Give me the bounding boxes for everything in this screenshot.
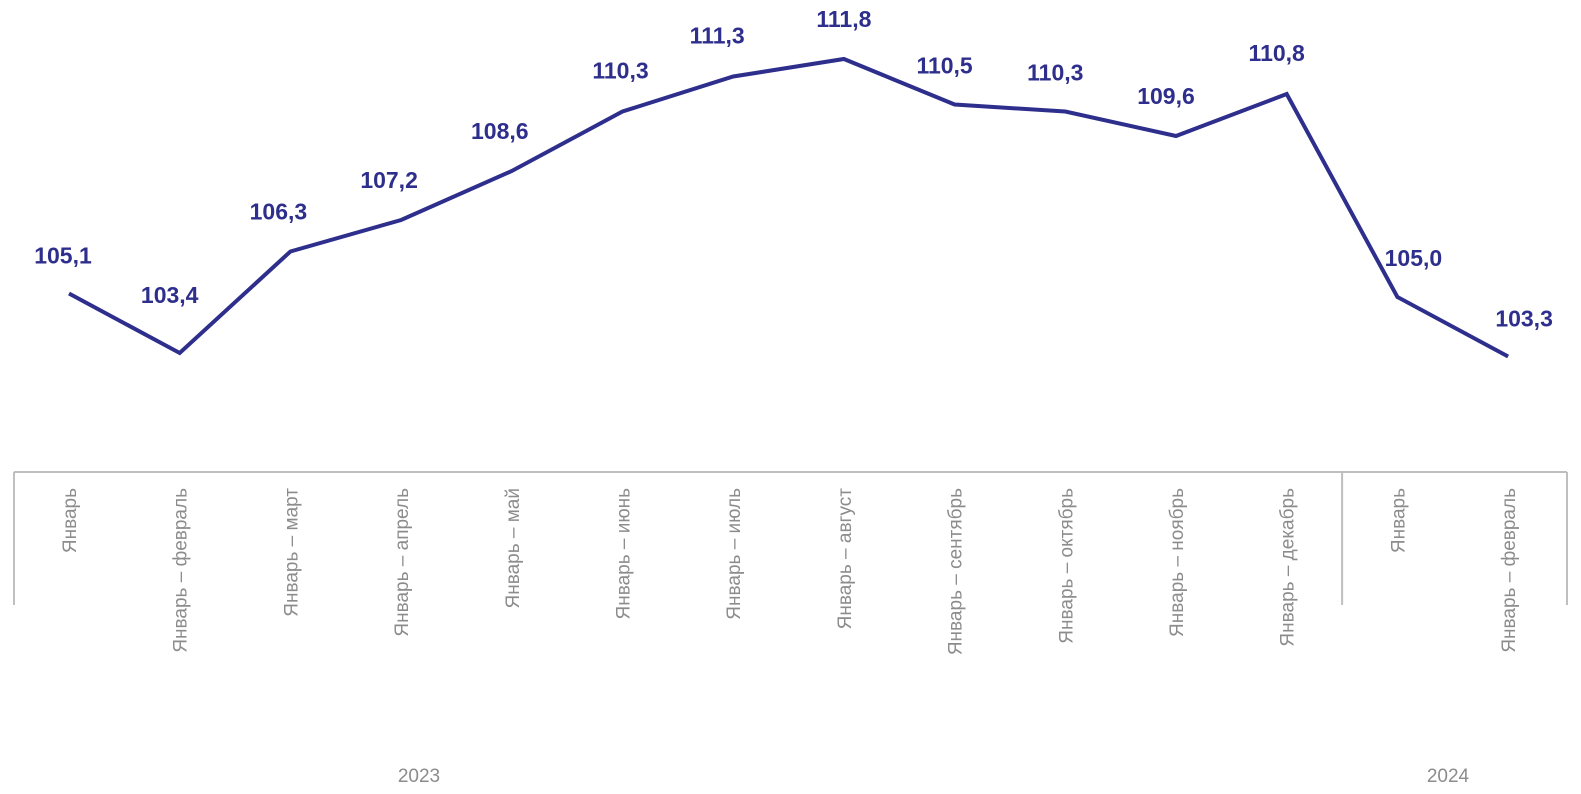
x-axis-category-label: Январь xyxy=(60,488,81,553)
x-axis-year-label: 2024 xyxy=(1427,766,1470,787)
x-axis xyxy=(13,471,1568,605)
data-label: 106,3 xyxy=(250,199,308,225)
x-axis-category-label: Январь – март xyxy=(281,488,302,617)
x-axis-category-label: Январь – июнь xyxy=(614,488,635,620)
data-label: 111,3 xyxy=(690,23,745,49)
x-axis-category-label: Январь – август xyxy=(835,488,856,630)
data-label: 107,2 xyxy=(360,167,418,193)
x-axis-category-label: Январь – июль xyxy=(724,488,745,620)
x-axis-category-label: Январь – сентябрь xyxy=(946,488,967,655)
x-axis-category-label: Январь – декабрь xyxy=(1278,488,1299,647)
data-label: 105,0 xyxy=(1385,245,1443,271)
x-axis-category-label: Январь – февраль xyxy=(1499,488,1520,653)
data-label: 105,1 xyxy=(34,243,92,269)
data-label: 110,5 xyxy=(916,53,972,79)
data-label: 111,8 xyxy=(816,6,871,32)
data-label: 103,3 xyxy=(1495,306,1553,332)
data-label: 109,6 xyxy=(1137,83,1195,109)
x-axis-year-labels: 2023 2024 xyxy=(398,766,1470,787)
data-label: 110,3 xyxy=(1027,60,1083,86)
x-axis-category-label: Январь – апрель xyxy=(392,488,413,637)
x-axis-category-label: Январь – ноябрь xyxy=(1167,488,1188,637)
data-label: 110,3 xyxy=(592,58,648,84)
x-axis-category-labels: Январь Январь – февраль Январь – март Январ… xyxy=(60,488,1520,655)
x-axis-category-label: Январь – октябрь xyxy=(1056,488,1077,644)
x-axis-year-label: 2023 xyxy=(398,766,440,787)
data-label: 108,6 xyxy=(471,118,529,144)
x-axis-category-label: Январь – май xyxy=(503,488,524,609)
series-line xyxy=(68,56,1510,359)
x-axis-category-label: Январь – февраль xyxy=(171,488,192,653)
data-labels: 105,1 103,4 106,3 107,2 108,6 110,3 111,3 111,8… xyxy=(34,6,1553,332)
data-label: 110,8 xyxy=(1249,40,1305,66)
x-axis-category-label: Январь xyxy=(1388,488,1409,553)
data-label: 103,4 xyxy=(141,282,199,308)
